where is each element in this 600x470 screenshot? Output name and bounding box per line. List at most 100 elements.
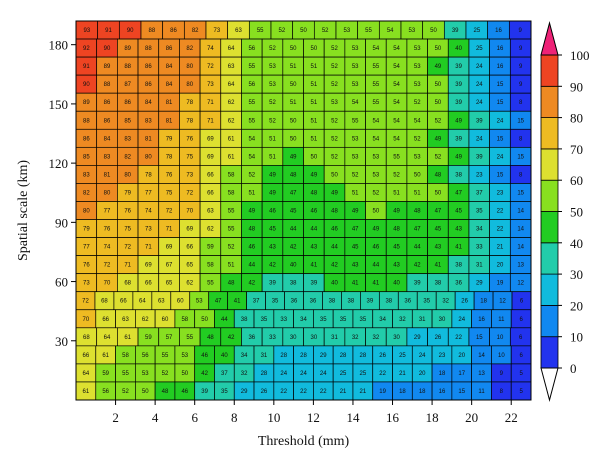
cell-value-label: 28 <box>261 371 268 377</box>
cell-value-label: 54 <box>393 100 400 106</box>
cell-value-label: 43 <box>435 245 442 251</box>
cell-value-label: 82 <box>83 190 90 196</box>
cell-value-label: 88 <box>148 28 155 34</box>
cell-value-label: 49 <box>455 154 462 160</box>
colorbar-segment <box>540 242 559 275</box>
cell-value-label: 49 <box>373 227 380 233</box>
cell-value-label: 33 <box>476 245 483 251</box>
cell-value-label: 88 <box>83 118 90 124</box>
cell-value-label: 29 <box>414 335 421 341</box>
x-tick-label: 8 <box>231 410 238 425</box>
cell-value-label: 52 <box>322 28 329 34</box>
x-tick-label: 16 <box>386 410 400 425</box>
cell-value-label: 78 <box>166 154 173 160</box>
x-tick-label: 4 <box>152 410 159 425</box>
cell-value-label: 24 <box>320 371 327 377</box>
cell-value-label: 30 <box>310 335 317 341</box>
cell-value-label: 76 <box>83 263 90 269</box>
x-axis-label: Threshold (mm) <box>258 434 350 449</box>
colorbar-tick-label: 0 <box>570 361 577 376</box>
cell-value-label: 18 <box>419 389 426 395</box>
cell-value-label: 32 <box>399 317 406 323</box>
cell-value-label: 21 <box>360 389 367 395</box>
cell-value-label: 15 <box>458 389 465 395</box>
cell-value-label: 22 <box>280 389 287 395</box>
cell-value-label: 52 <box>352 172 359 178</box>
cell-value-label: 50 <box>290 118 297 124</box>
cell-value-label: 36 <box>455 281 462 287</box>
cell-value-label: 43 <box>393 263 400 269</box>
cell-value-label: 84 <box>145 100 152 106</box>
cell-value-label: 30 <box>439 317 446 323</box>
cell-value-label: 41 <box>234 299 241 305</box>
cell-value-label: 30 <box>290 335 297 341</box>
colorbar-tick-label: 90 <box>570 79 583 94</box>
cell-value-label: 45 <box>269 227 276 233</box>
cell-value-label: 76 <box>124 209 131 215</box>
cell-value-label: 31 <box>476 263 483 269</box>
cell-value-label: 35 <box>360 317 367 323</box>
cell-value-label: 74 <box>207 46 214 52</box>
cell-value-label: 53 <box>373 172 380 178</box>
cell-value-label: 39 <box>452 28 459 34</box>
colorbar-segment <box>540 117 559 150</box>
cell-value-label: 82 <box>186 46 193 52</box>
cell-value-label: 86 <box>83 136 90 142</box>
cell-value-label: 38 <box>435 281 442 287</box>
cell-value-label: 52 <box>393 172 400 178</box>
cell-value-label: 16 <box>495 28 502 34</box>
cell-value-label: 70 <box>186 209 193 215</box>
cell-value-label: 52 <box>122 389 129 395</box>
cell-value-label: 55 <box>228 227 235 233</box>
cell-value-label: 45 <box>393 245 400 251</box>
cell-value-label: 73 <box>145 227 152 233</box>
cell-value-label: 88 <box>104 82 111 88</box>
cell-value-label: 55 <box>162 353 169 359</box>
cell-value-label: 35 <box>340 317 347 323</box>
cell-value-label: 80 <box>186 82 193 88</box>
cell-value-label: 50 <box>331 172 338 178</box>
cell-value-label: 35 <box>320 317 327 323</box>
cell-value-label: 52 <box>435 118 442 124</box>
y-tick-label: 90 <box>55 215 68 230</box>
cell-value-label: 49 <box>435 64 442 70</box>
cell-value-label: 79 <box>124 190 131 196</box>
cell-value-label: 86 <box>124 100 131 106</box>
cell-value-label: 26 <box>261 389 268 395</box>
cell-value-label: 16 <box>478 317 485 323</box>
cell-value-label: 84 <box>104 136 111 142</box>
cell-value-label: 14 <box>517 245 524 251</box>
cell-value-label: 19 <box>379 389 386 395</box>
colorbar-segment <box>540 336 559 369</box>
cell-value-label: 54 <box>373 136 380 142</box>
cell-value-label: 39 <box>310 281 317 287</box>
cell-value-label: 82 <box>124 154 131 160</box>
cell-value-label: 62 <box>142 317 149 323</box>
cell-value-label: 73 <box>186 172 193 178</box>
cell-value-label: 51 <box>310 100 317 106</box>
cell-value-label: 54 <box>387 28 394 34</box>
cell-value-label: 39 <box>455 64 462 70</box>
cell-value-label: 49 <box>248 209 255 215</box>
cell-value-label: 51 <box>393 190 400 196</box>
cell-value-label: 5 <box>519 371 523 377</box>
colorbar-segment <box>540 179 559 212</box>
cell-value-label: 46 <box>269 209 276 215</box>
cell-value-label: 93 <box>83 28 90 34</box>
cell-value-label: 80 <box>124 172 131 178</box>
cell-value-label: 52 <box>331 64 338 70</box>
cell-value-label: 81 <box>104 172 111 178</box>
cell-value-label: 70 <box>104 281 111 287</box>
cell-value-label: 32 <box>352 335 359 341</box>
cell-value-label: 54 <box>373 46 380 52</box>
cell-value-label: 72 <box>104 263 111 269</box>
cell-value-label: 45 <box>290 209 297 215</box>
cell-value-label: 42 <box>201 371 208 377</box>
cell-value-label: 47 <box>290 190 297 196</box>
cell-value-label: 8 <box>519 100 523 106</box>
cell-value-label: 54 <box>414 118 421 124</box>
cell-value-label: 43 <box>352 263 359 269</box>
cell-value-label: 42 <box>228 335 235 341</box>
cell-value-label: 86 <box>104 100 111 106</box>
cell-value-label: 50 <box>435 46 442 52</box>
